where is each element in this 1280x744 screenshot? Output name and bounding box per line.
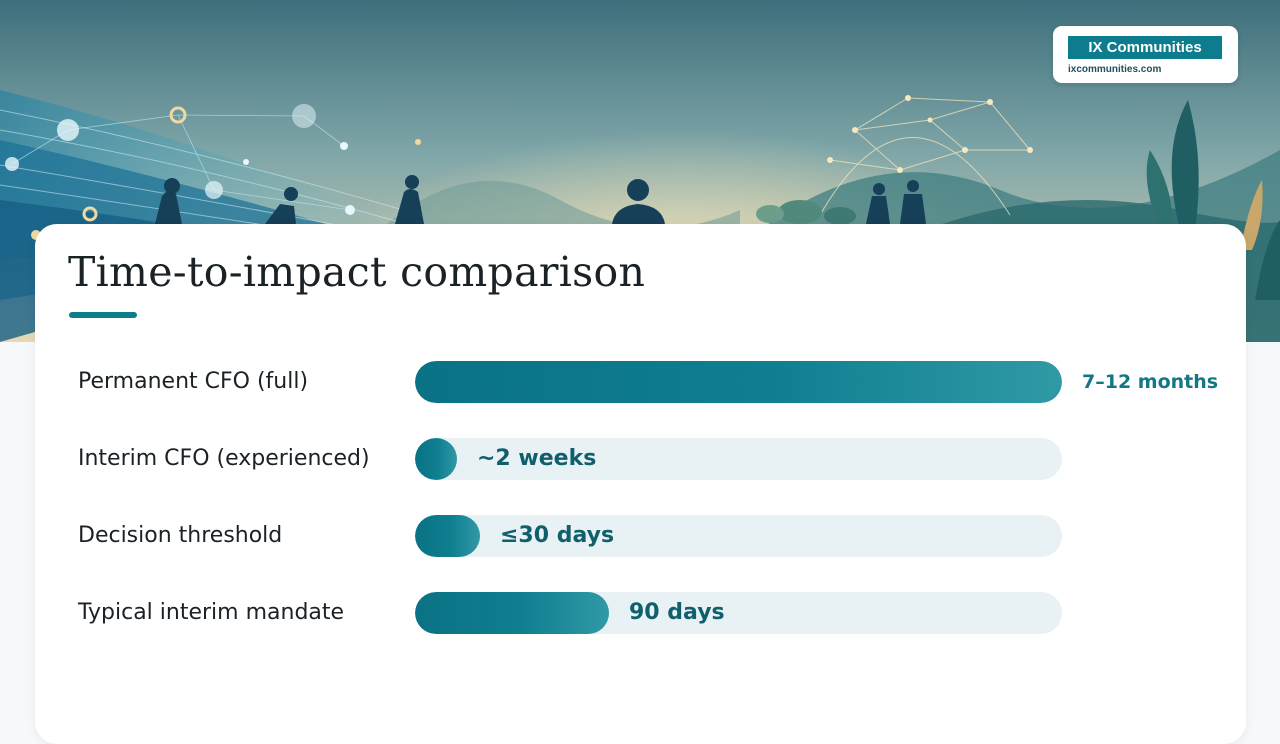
bar-category-label: Interim CFO (experienced)	[78, 446, 370, 471]
bar-category-label: Typical interim mandate	[78, 600, 345, 625]
bar-track	[415, 592, 1062, 634]
bar-category-label: Decision threshold	[78, 523, 283, 548]
bar	[415, 592, 609, 634]
bar-value-label: 7–12 months	[1082, 371, 1219, 393]
brand-logo[interactable]: IX Communities ixcommunities.com	[1053, 26, 1238, 83]
brand-name: IX Communities	[1068, 36, 1222, 59]
bar	[415, 361, 1062, 403]
bar	[415, 515, 480, 557]
bar-value-label: ~2 weeks	[477, 446, 597, 471]
bar-track	[415, 515, 1062, 557]
brand-url: ixcommunities.com	[1068, 64, 1162, 75]
bar-track	[415, 438, 1062, 480]
title-underline	[69, 312, 137, 318]
bar-category-label: Permanent CFO (full)	[78, 369, 309, 394]
content-card: Time-to-impact comparison Permanent CFO …	[35, 224, 1246, 744]
bar-value-label: 90 days	[629, 600, 725, 625]
bar	[415, 438, 457, 480]
bar-track	[415, 361, 1062, 403]
bar-value-label: ≤30 days	[500, 523, 615, 548]
chart-title: Time-to-impact comparison	[68, 248, 646, 296]
